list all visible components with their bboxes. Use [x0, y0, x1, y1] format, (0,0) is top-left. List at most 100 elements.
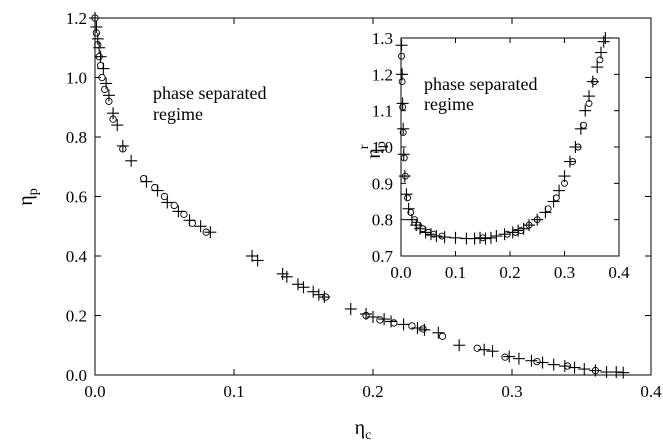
main-plus-point: [251, 254, 264, 267]
main-ytick-label: 0.2: [66, 307, 87, 326]
main-plus-point: [307, 285, 320, 298]
main-circle-point: [119, 145, 127, 153]
main-x-axis-label: ηc: [355, 417, 372, 443]
inset-plus-point: [484, 231, 497, 244]
main-xtick-label: 0.1: [223, 382, 244, 401]
inset-circle-point: [552, 194, 560, 202]
main-annotation-line2: regime: [153, 104, 203, 124]
main-plus-point: [280, 270, 293, 283]
inset-circle-point: [525, 221, 533, 229]
inset-circle-point: [591, 78, 598, 86]
inset-circle-point: [533, 216, 541, 224]
main-plus-point: [111, 119, 124, 132]
main-plus-point: [297, 281, 310, 294]
main-plus-point: [617, 366, 630, 379]
main-circle-point: [188, 219, 196, 227]
main-points: [89, 12, 630, 379]
inset-plus-point: [396, 97, 409, 110]
inset-circle-point: [574, 143, 582, 151]
main-plus-point: [91, 32, 104, 45]
inset-annotation-line2: regime: [424, 94, 474, 114]
main-circle-point: [563, 362, 572, 370]
main-y-label-main: η: [15, 195, 37, 205]
main-circle-point: [109, 115, 117, 123]
main-circle-point: [96, 61, 105, 70]
inset-circle-point: [503, 230, 511, 238]
inset-ytick-label: 1.1: [372, 102, 393, 121]
main-ytick-label: 0.8: [66, 128, 87, 147]
inset-xtick-label: 0.3: [554, 263, 575, 282]
inset-ytick-label: 0.8: [372, 211, 393, 230]
inset-plus-point: [397, 148, 410, 161]
inset-plus-point: [586, 75, 599, 88]
inset-circle-point: [407, 208, 415, 216]
inset-plus-point: [468, 232, 481, 245]
main-plus-point: [547, 358, 560, 371]
inset-circle-point: [398, 52, 405, 60]
inset-ticklabels: 0.0 0.1 0.2 0.3 0.4 0.7 0.8 0.9 1.0 1.1 1.2 1.3: [372, 29, 630, 282]
inset-plus-point: [579, 104, 592, 117]
inset-background: [401, 38, 619, 256]
inset-circle-point: [585, 99, 593, 107]
main-plus-point: [378, 313, 391, 326]
main-plus-point: [100, 77, 113, 90]
inset-ytick-label: 0.9: [372, 174, 393, 193]
main-xtick-label: 0.3: [501, 382, 522, 401]
main-plot: 0.0 0.1 0.2 0.3 0.4 0.0 0.2 0.4 0.6 0.8 1.0 1.2 pha…: [15, 9, 662, 443]
main-circle-point: [95, 53, 103, 61]
inset-circle-point: [399, 129, 407, 136]
main-plus-point: [360, 308, 373, 321]
inset-plus-point: [523, 219, 536, 232]
main-circle-point: [98, 73, 106, 82]
inset-circle-point: [479, 234, 487, 242]
main-plus-point: [318, 291, 331, 304]
main-ytick-label: 1.0: [66, 69, 87, 88]
inset-points: [395, 32, 612, 245]
main-ytick-label: 0.0: [66, 366, 87, 385]
inset-circle-point: [399, 103, 407, 111]
inset-xtick-label: 0.1: [445, 263, 466, 282]
main-ytick-label: 0.6: [66, 188, 87, 207]
main-x-label-sub: c: [365, 428, 371, 443]
main-circle-point: [92, 29, 101, 37]
main-circle-point: [473, 344, 481, 352]
main-ytick-label: 0.4: [66, 247, 88, 266]
inset-plus-point: [397, 122, 410, 135]
main-plus-point: [291, 278, 304, 291]
inset-plus-point: [490, 230, 503, 243]
main-plus-point: [397, 318, 410, 331]
main-circle-point: [105, 97, 113, 105]
inset-circle-point: [419, 225, 427, 233]
main-plus-point: [90, 20, 103, 33]
main-circle-point: [139, 174, 148, 183]
inset-y-label-sup: r: [357, 144, 372, 149]
main-circle-point: [91, 14, 99, 22]
main-circle-point: [390, 319, 398, 327]
main-circle-point: [501, 353, 509, 361]
main-circle-point: [101, 85, 109, 94]
inset-xtick-label: 0.0: [390, 263, 411, 282]
main-plus-point: [525, 354, 538, 367]
main-y-label-sub: p: [26, 188, 41, 195]
inset-circle-point: [430, 230, 438, 238]
main-plus-point: [102, 89, 115, 102]
main-plus-point: [578, 363, 591, 376]
main-x-label-main: η: [355, 417, 365, 439]
inset-ytick-label: 1.3: [372, 29, 393, 48]
main-circle-point: [419, 325, 427, 333]
inset-plot: 0.0 0.1 0.2 0.3 0.4 0.7 0.8 0.9 1.0 1.1 1.2 1.3 pha…: [357, 29, 630, 282]
main-plus-point: [512, 352, 525, 365]
main-plus-point: [453, 339, 466, 352]
inset-circle-point: [544, 205, 552, 213]
inset-plus-point: [531, 213, 544, 226]
inset-plus-point: [395, 39, 408, 52]
main-ticks: [94, 17, 652, 376]
main-xtick-label: 0.4: [640, 382, 662, 401]
main-circle-point: [438, 332, 447, 340]
main-plus-point: [589, 364, 602, 377]
inset-circle-point: [596, 56, 604, 64]
inset-circle-point: [398, 78, 406, 86]
main-plus-point: [486, 345, 499, 358]
main-plus-point: [610, 366, 623, 379]
